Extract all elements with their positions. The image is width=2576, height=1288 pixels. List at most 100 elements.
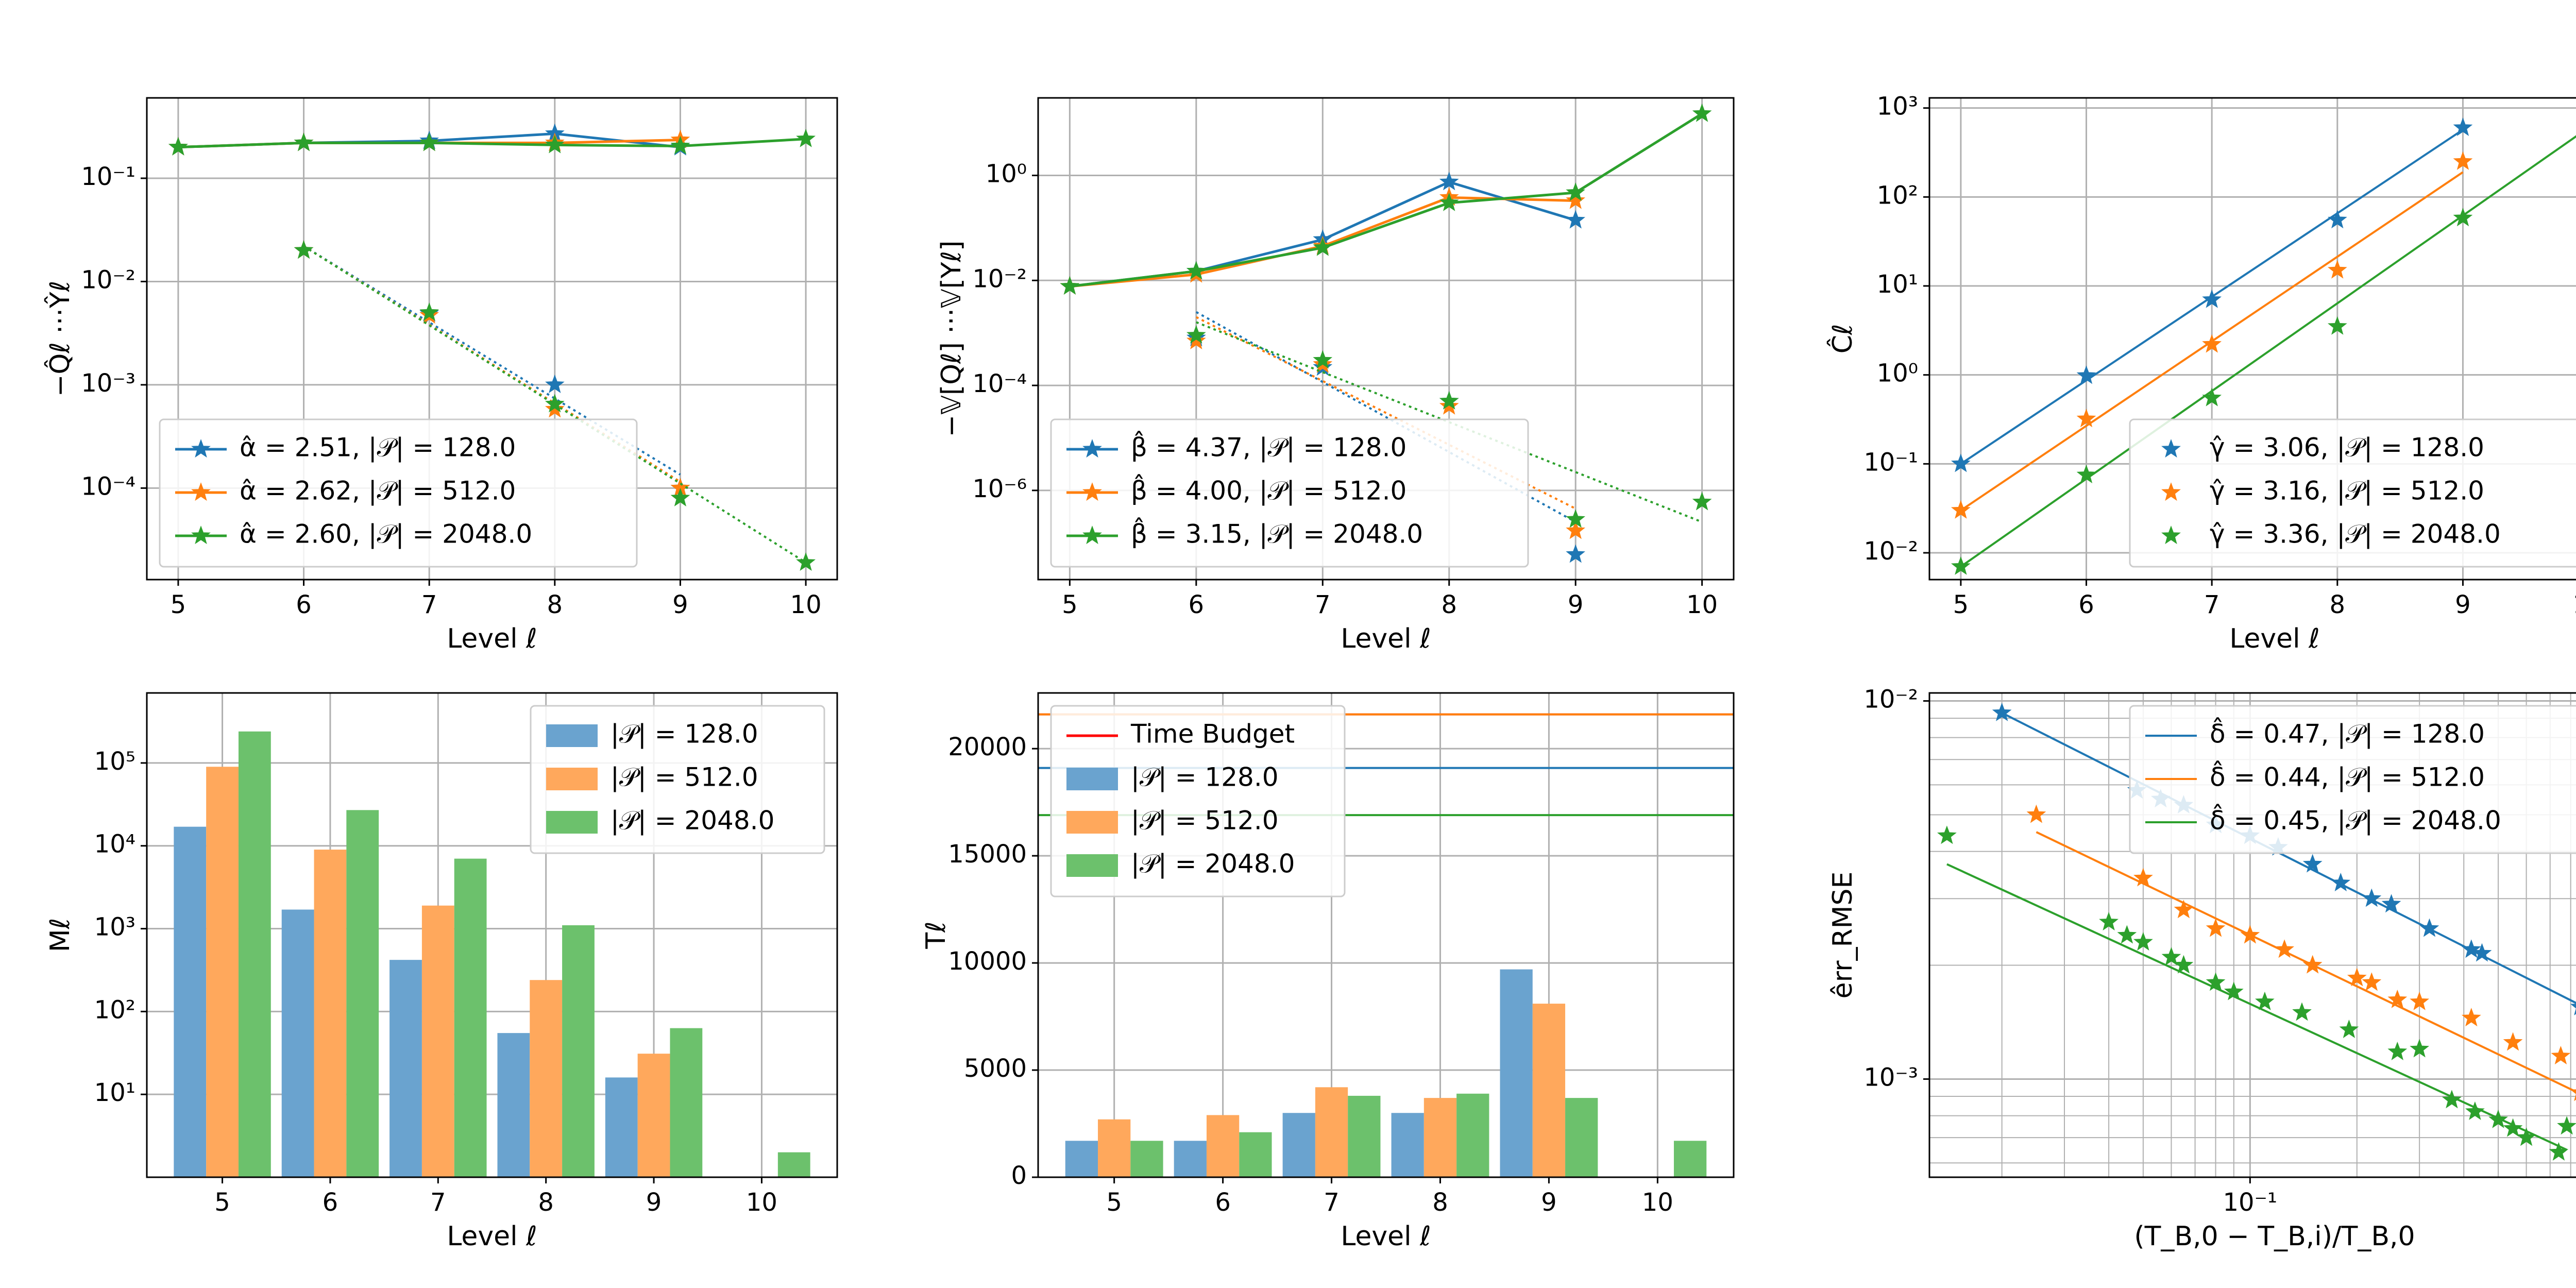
marker-blue	[2362, 888, 2382, 907]
marker-green	[2076, 465, 2096, 484]
legend-marker	[191, 439, 211, 458]
marker-orange	[2302, 955, 2323, 974]
legend-entry: |𝒫| = 2048.0	[1131, 849, 1295, 879]
legend: Time Budget |𝒫| = 128.0 |𝒫| = 512.0 |𝒫| = 2…	[1050, 705, 1346, 897]
marker-blue	[2461, 939, 2481, 958]
marker-orange	[2026, 804, 2046, 823]
legend-marker	[2161, 439, 2181, 458]
marker-blue	[1439, 172, 1459, 191]
marker-blue	[2381, 894, 2401, 913]
marker-green	[1566, 182, 1585, 201]
marker-orange	[2347, 968, 2367, 987]
y-tick-label: 10⁻³	[81, 369, 135, 398]
y-tick-label: 10⁻⁶	[972, 474, 1027, 503]
x-tick-label: 10	[2573, 590, 2576, 619]
x-tick-label: 5	[171, 590, 187, 619]
marker-green	[1566, 509, 1585, 528]
marker-green	[1439, 391, 1459, 410]
marker-blue	[2570, 1004, 2576, 1015]
bar-green	[562, 925, 595, 1177]
x-tick-label: 9	[2455, 590, 2471, 619]
legend-marker	[1082, 526, 1102, 545]
marker-green	[1187, 325, 1206, 344]
legend-entry: γ̂ = 3.16, |𝒫| = 512.0	[2210, 476, 2484, 506]
legend-box	[1050, 705, 1346, 897]
marker-orange	[1566, 520, 1585, 539]
bar-orange	[314, 850, 347, 1177]
bar-green	[1239, 1132, 1272, 1177]
bar-blue	[1174, 1141, 1207, 1177]
legend-entry: γ̂ = 3.36, |𝒫| = 2048.0	[2210, 519, 2501, 549]
marker-green	[2465, 1101, 2485, 1120]
marker-green	[670, 135, 690, 155]
marker-green	[545, 394, 565, 413]
x-tick-label: 6	[296, 590, 312, 619]
x-tick-label: 9	[646, 1188, 662, 1217]
marker-green	[419, 132, 439, 151]
bar-orange	[421, 905, 454, 1177]
marker-green	[168, 137, 188, 156]
marker-green	[2224, 981, 2244, 1001]
legend: δ̂ = 0.47, |𝒫| = 128.0 δ̂ = 0.44, |𝒫| = 5…	[2129, 705, 2576, 854]
marker-blue	[1566, 210, 1585, 229]
bar-orange	[637, 1054, 670, 1177]
bar-orange	[1532, 1004, 1566, 1177]
bar-orange	[1315, 1087, 1348, 1177]
axes-frame	[1037, 97, 1735, 581]
axes-frame	[146, 97, 838, 581]
marker-orange	[2174, 900, 2194, 919]
bar-blue	[389, 960, 422, 1177]
chart-p2: 5 6 7 8 9 10 10⁻⁶ 10⁻⁴ 10⁻² 10⁰ Level ℓ −𝕍[Qℓ] ···𝕍…	[936, 97, 1735, 654]
x-tick-label: 7	[421, 590, 437, 619]
axes-frame	[146, 692, 838, 1178]
bar-green	[1673, 1141, 1707, 1177]
marker-green	[2255, 991, 2275, 1010]
marker-green	[2161, 947, 2181, 966]
y-tick-label: 10⁻²	[1863, 537, 1918, 566]
legend-entry: |𝒫| = 512.0	[611, 762, 758, 792]
fit-line-green	[1946, 863, 2567, 1151]
marker-blue	[2202, 289, 2222, 308]
bar-orange	[1423, 1098, 1457, 1177]
x-tick-label: 5	[1953, 590, 1969, 619]
legend: γ̂ = 3.06, |𝒫| = 128.0 γ̂ = 3.16, |𝒫| = 5…	[2129, 418, 2576, 568]
marker-green	[796, 128, 816, 147]
marker-green	[294, 132, 314, 151]
legend-swatch	[1066, 811, 1118, 834]
marker-green	[2387, 1041, 2408, 1060]
y-tick-label: 10²	[94, 995, 135, 1024]
x-tick-label: 10	[1686, 590, 1718, 619]
marker-green	[796, 552, 816, 571]
x-axis-label: Level ℓ	[1341, 623, 1431, 654]
marker-blue	[2328, 210, 2347, 229]
bar-orange	[1206, 1115, 1240, 1177]
fit-line-blue	[1195, 311, 1577, 523]
y-tick-label: 10⁻¹	[81, 162, 135, 191]
bar-green	[454, 858, 487, 1177]
legend-box	[159, 418, 638, 568]
bar-green	[1130, 1141, 1163, 1177]
y-tick-label: 15000	[948, 840, 1027, 869]
axes-frame	[1928, 97, 2576, 581]
marker-green	[2453, 208, 2473, 227]
marker-blue	[2419, 918, 2439, 937]
marker-orange	[2133, 868, 2153, 887]
x-tick-label: 8	[1432, 1188, 1448, 1217]
marker-blue	[2076, 365, 2096, 384]
bar-green	[777, 1152, 810, 1177]
bar-green	[238, 731, 271, 1177]
x-tick-label: 8	[547, 590, 563, 619]
legend: β̂ = 4.37, |𝒫| = 128.0 β̂ = 4.00, |𝒫| = 5…	[1050, 418, 1529, 568]
legend-box	[2129, 705, 2576, 854]
marker-green	[1187, 261, 1206, 280]
y-tick-label: 10⁻²	[1863, 685, 1918, 714]
plot-area	[1038, 98, 1734, 580]
marker-orange	[2570, 1089, 2576, 1101]
legend-box	[530, 705, 825, 854]
chart-p1: 5 6 7 8 9 10 10⁻⁴ 10⁻³ 10⁻² 10⁻¹ Level ℓ −Q̂ℓ ···Ŷℓ…	[44, 97, 838, 654]
marker-green	[2339, 1019, 2359, 1038]
legend: α̂ = 2.51, |𝒫| = 128.0 α̂ = 2.62, |𝒫| = 5…	[159, 418, 638, 568]
x-tick-label: 8	[538, 1188, 554, 1217]
legend: |𝒫| = 128.0 |𝒫| = 512.0 |𝒫| = 2048.0	[530, 705, 825, 854]
x-tick-label: 9	[672, 590, 688, 619]
